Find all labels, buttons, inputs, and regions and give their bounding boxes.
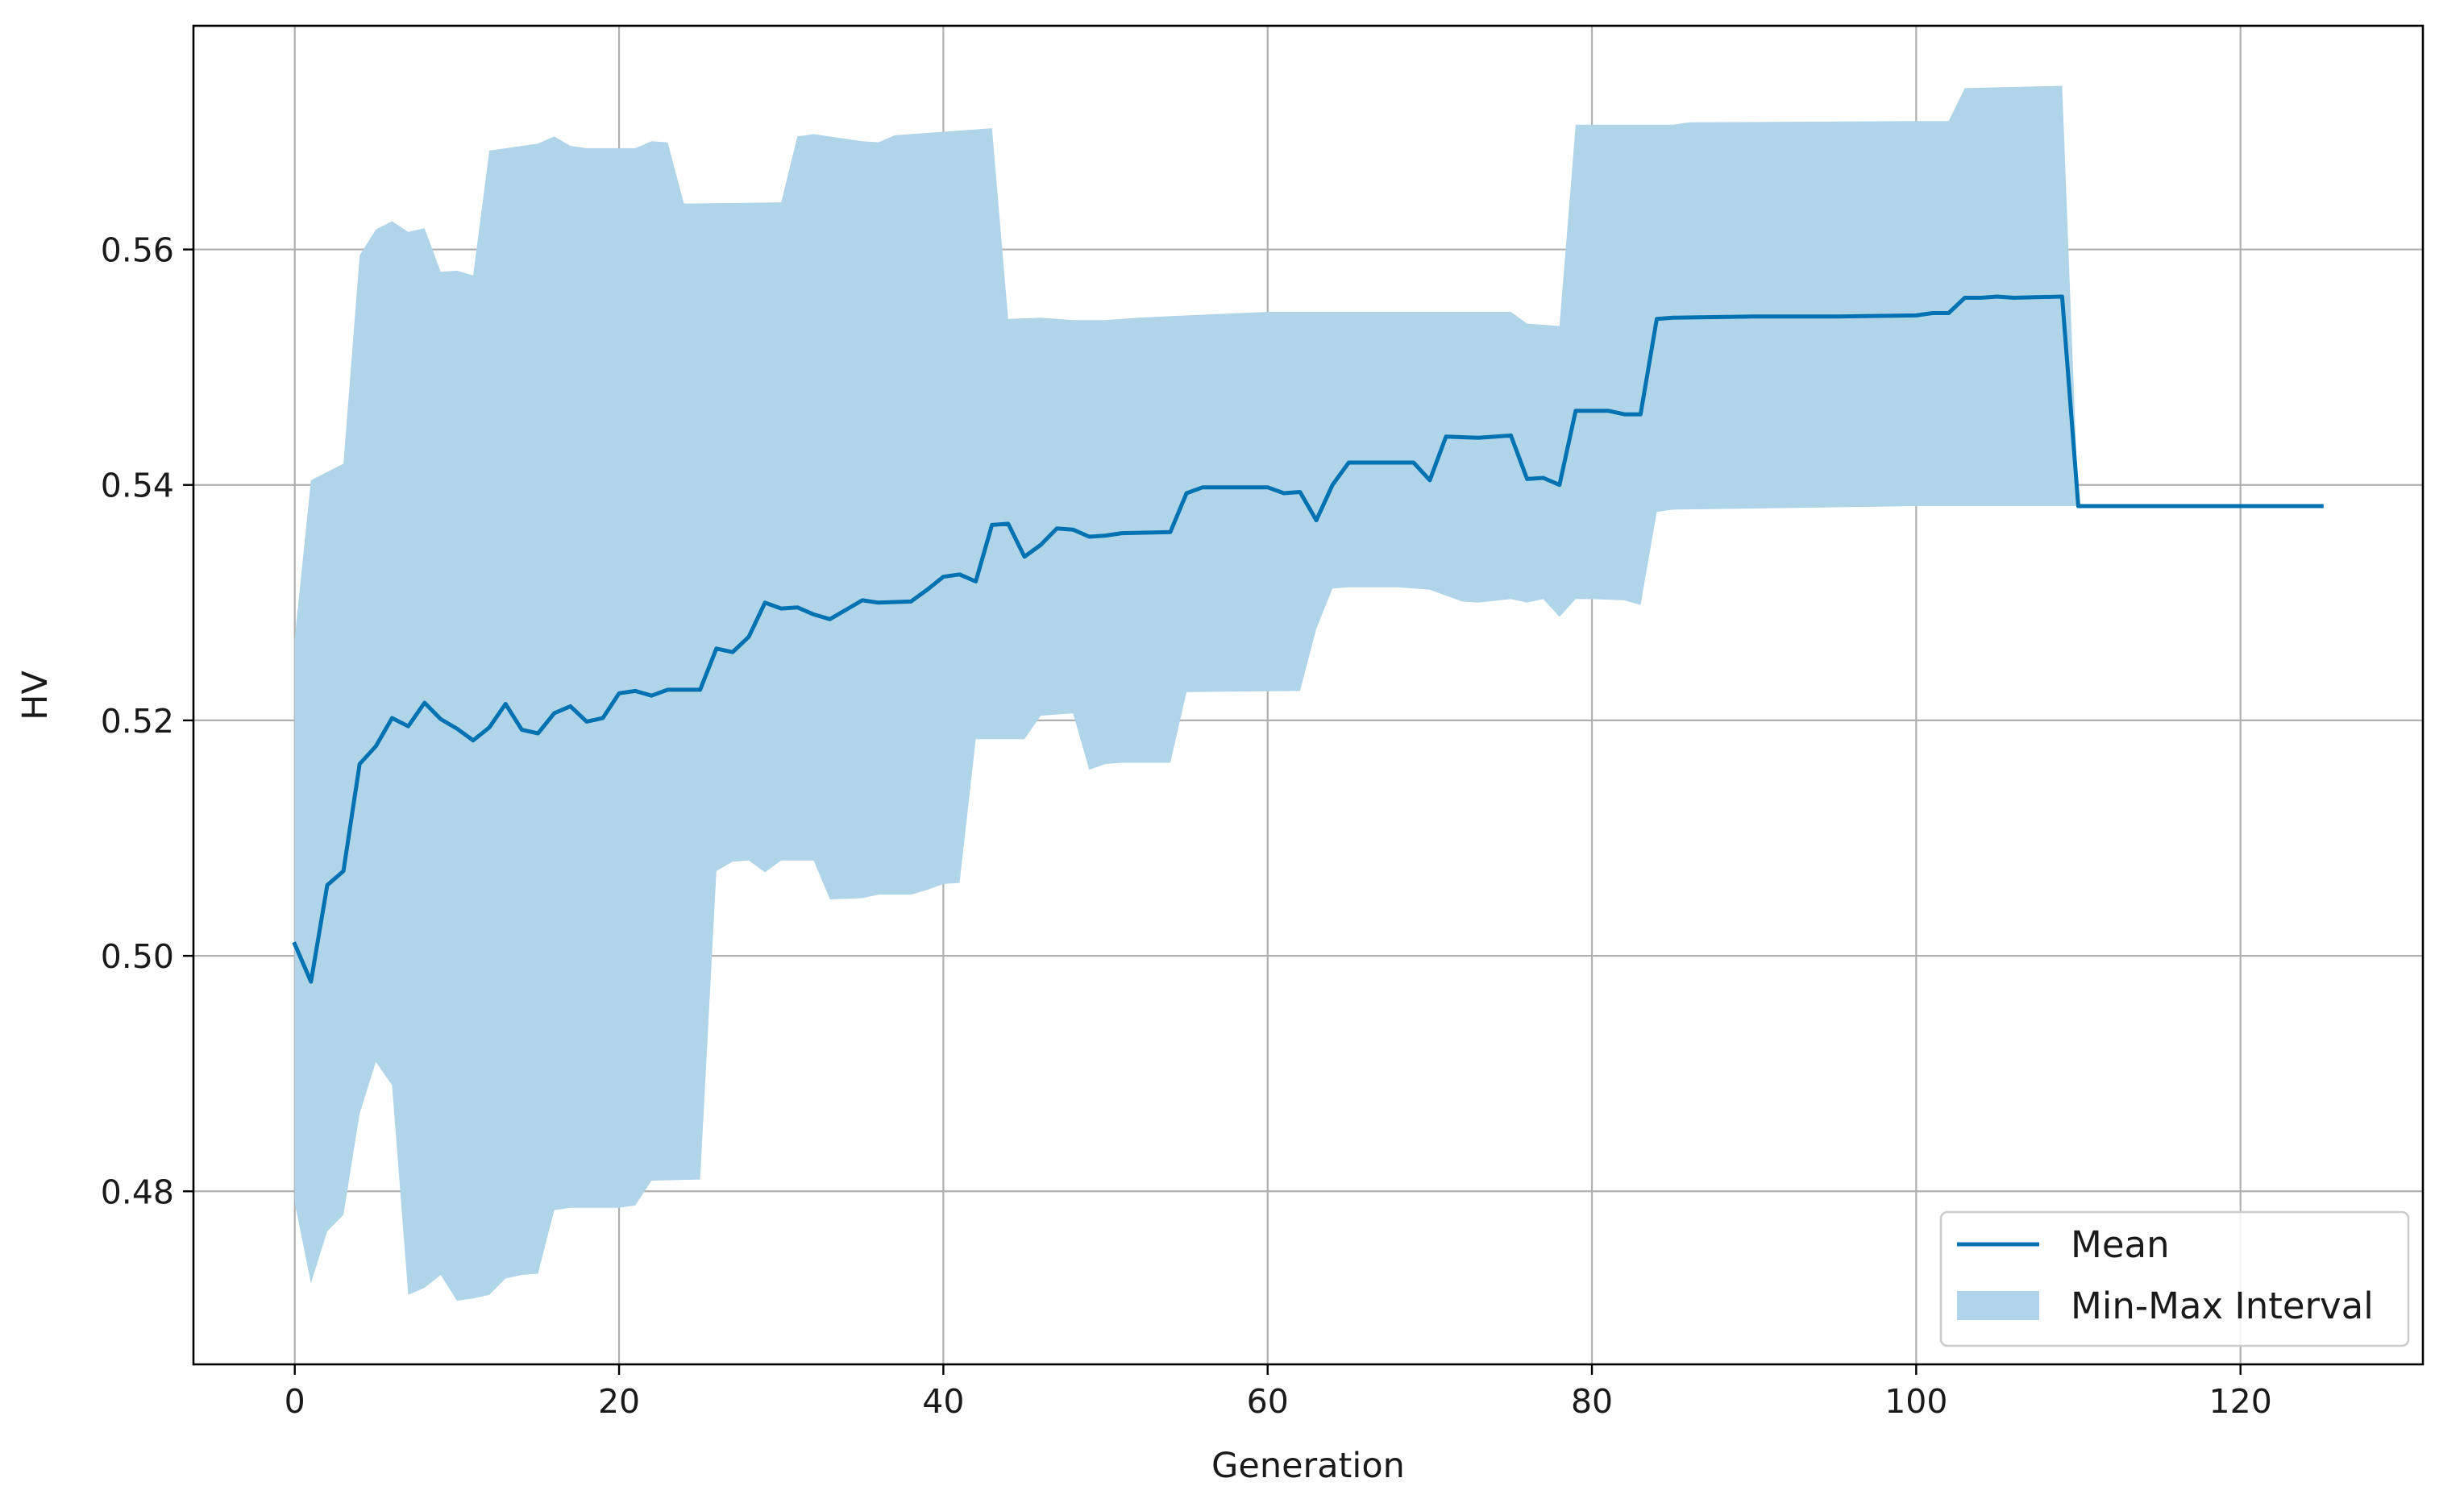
mean-line bbox=[292, 294, 2324, 984]
y-axis-label: HV bbox=[15, 670, 56, 720]
legend-mean-label: Mean bbox=[2071, 1223, 2170, 1266]
y-tick-label: 0.50 bbox=[101, 937, 174, 976]
min-max-interval-band bbox=[294, 85, 2079, 1302]
x-tick-label: 120 bbox=[2209, 1382, 2272, 1421]
legend-interval-label: Min-Max Interval bbox=[2071, 1285, 2374, 1327]
axis-ticks: 0 20 40 60 80 100 120 0.48 0.50 0.52 0.54 0.56 bbox=[101, 231, 2272, 1421]
axes-frame bbox=[192, 24, 2425, 1366]
y-tick-label: 0.54 bbox=[101, 467, 174, 505]
x-tick-label: 20 bbox=[598, 1382, 640, 1421]
x-tick-label: 60 bbox=[1247, 1382, 1289, 1421]
x-axis-label: Generation bbox=[1211, 1446, 1405, 1486]
plot-area bbox=[292, 85, 2324, 1302]
y-tick-label: 0.48 bbox=[101, 1173, 174, 1211]
legend: Mean Min-Max Interval bbox=[1939, 1210, 2410, 1347]
x-tick-label: 0 bbox=[285, 1382, 305, 1421]
x-tick-label: 80 bbox=[1571, 1382, 1613, 1421]
x-tick-label: 100 bbox=[1884, 1382, 1947, 1421]
x-tick-label: 40 bbox=[922, 1382, 964, 1421]
y-tick-label: 0.56 bbox=[101, 231, 174, 270]
legend-interval-swatch bbox=[1957, 1291, 2039, 1320]
legend-box bbox=[1939, 1210, 2410, 1347]
y-tick-label: 0.52 bbox=[101, 702, 174, 741]
